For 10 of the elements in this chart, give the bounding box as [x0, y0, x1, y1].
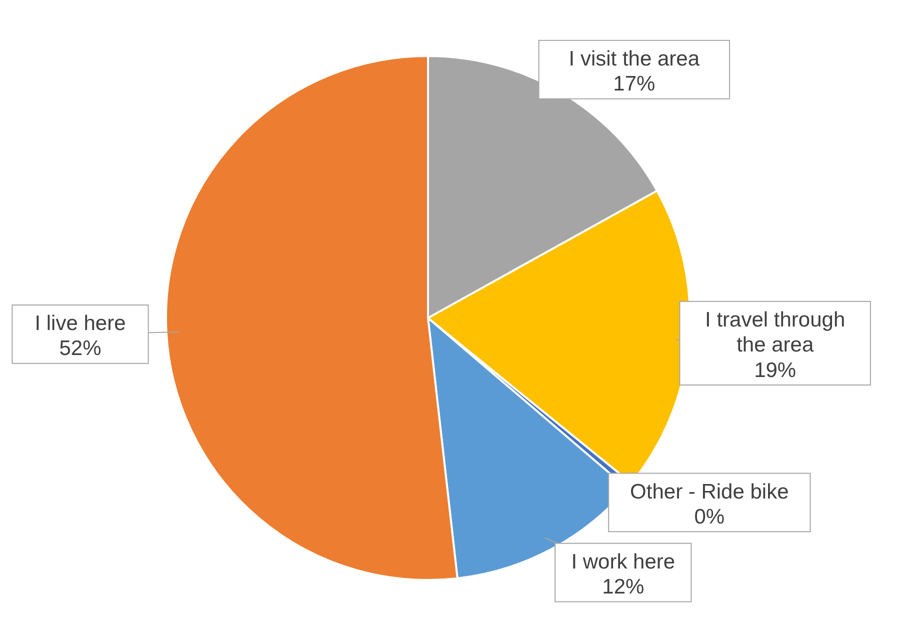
- data-label: 17%: [613, 72, 656, 96]
- slice-label: I work here: [571, 550, 676, 574]
- slice-label: I visit the area: [568, 47, 700, 70]
- slice-label: I travel through the area: [705, 308, 846, 357]
- slice-label: I live here: [34, 312, 126, 336]
- data-label: 19%: [754, 358, 796, 382]
- data-label: 12%: [602, 576, 644, 599]
- data-label: 0%: [694, 505, 725, 528]
- slice-label: Other - Ride bike: [630, 480, 789, 504]
- data-label: 52%: [59, 337, 102, 360]
